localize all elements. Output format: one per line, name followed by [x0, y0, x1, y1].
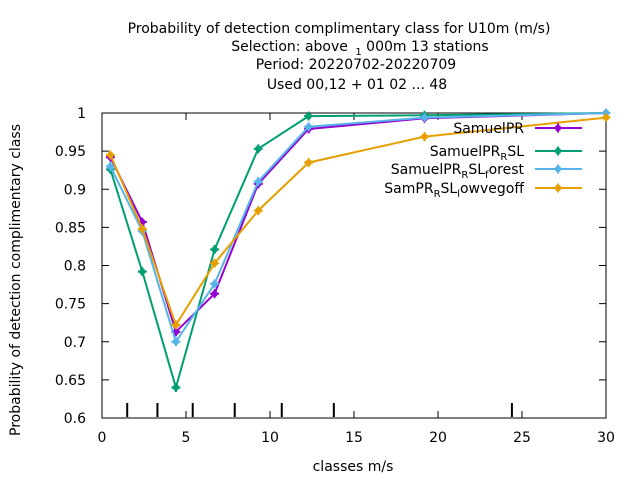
- y-tick-label: 0.6: [64, 411, 86, 427]
- series-line: [109, 112, 607, 345]
- data-point: [420, 132, 430, 142]
- plot-frame: [101, 112, 607, 419]
- x-tick-label: 5: [182, 430, 191, 446]
- x-axis-label: classes m/s: [313, 459, 394, 475]
- series-line: [109, 112, 607, 392]
- data-point: [210, 279, 220, 289]
- data-point: [304, 111, 314, 121]
- class-boundaries: [126, 403, 513, 417]
- data-point: [210, 258, 220, 268]
- data-point: [420, 113, 430, 123]
- x-tick-label: 0: [98, 430, 107, 446]
- title-selection-rest: 000m 13 stations: [366, 39, 489, 55]
- data-point: [253, 206, 263, 216]
- y-tick-label: 0.85: [55, 220, 86, 236]
- data-point: [210, 289, 220, 299]
- series-samuelpr-rsl-forest: [105, 108, 611, 347]
- title-selection-sub: 1: [355, 47, 361, 58]
- title-line-1: Probability of detection complimentary c…: [128, 21, 551, 37]
- title-line-2: Selection: above 1 000m 13 stations: [231, 39, 488, 59]
- legend-entry: SamuelPRRSL: [430, 144, 582, 163]
- data-point: [253, 177, 263, 187]
- y-tick-label: 0.7: [64, 335, 86, 351]
- data-point: [105, 161, 115, 171]
- chart-title: Probability of detection complimentary c…: [128, 21, 551, 93]
- y-tick-label: 0.75: [55, 297, 86, 313]
- title-selection-prefix: Selection: above: [231, 39, 348, 55]
- legend-entry: SamuelPRRSLforest: [391, 162, 582, 181]
- data-point: [304, 158, 314, 168]
- x-tick-label: 10: [261, 430, 279, 446]
- legend-label: SamuelPRRSL: [430, 144, 524, 163]
- data-point: [210, 244, 220, 254]
- data-point: [601, 113, 611, 123]
- x-tick-label: 15: [345, 430, 363, 446]
- legend-marker: [553, 183, 563, 193]
- legend-entry: SamuelPR: [453, 121, 582, 137]
- series-samuelpr: [105, 108, 611, 337]
- data-point: [105, 150, 115, 160]
- legend-marker: [553, 164, 563, 174]
- title-line-4: Used 00,12 + 01 02 ... 48: [267, 77, 447, 93]
- data-point: [171, 337, 181, 347]
- data-point: [304, 122, 314, 132]
- data-point: [137, 267, 147, 277]
- legend: SamuelPR SamuelPRRSLSamuelPRRSLforestSamP…: [384, 121, 582, 200]
- x-tick-label: 30: [597, 430, 615, 446]
- legend-label: SamPRRSLlowvegoff: [384, 181, 524, 200]
- series-line: [109, 112, 607, 334]
- y-tick-label: 1: [77, 106, 86, 122]
- series-line: [109, 116, 607, 328]
- y-tick-label: 0.9: [64, 182, 86, 198]
- series-layer: [105, 108, 611, 392]
- data-point: [171, 320, 181, 330]
- data-point: [137, 224, 147, 234]
- data-point: [171, 383, 181, 392]
- x-tick-label: 25: [513, 430, 531, 446]
- y-tick-label: 0.8: [64, 259, 86, 275]
- series-sampr-rsl-lowvegoff: [105, 113, 611, 330]
- legend-label: SamuelPRRSLforest: [391, 162, 525, 181]
- legend-label: SamuelPR: [453, 121, 524, 137]
- data-point: [253, 144, 263, 154]
- legend-marker: [553, 146, 563, 156]
- title-line-3: Period: 20220702-20220709: [256, 57, 456, 73]
- y-tick-label: 0.65: [55, 373, 86, 389]
- x-tick-label: 20: [429, 430, 447, 446]
- y-axis-label: Probability of detection complimentary c…: [8, 124, 24, 436]
- legend-entry: SamPRRSLlowvegoff: [384, 181, 582, 200]
- legend-marker: [553, 123, 563, 133]
- y-tick-label: 0.95: [55, 144, 86, 160]
